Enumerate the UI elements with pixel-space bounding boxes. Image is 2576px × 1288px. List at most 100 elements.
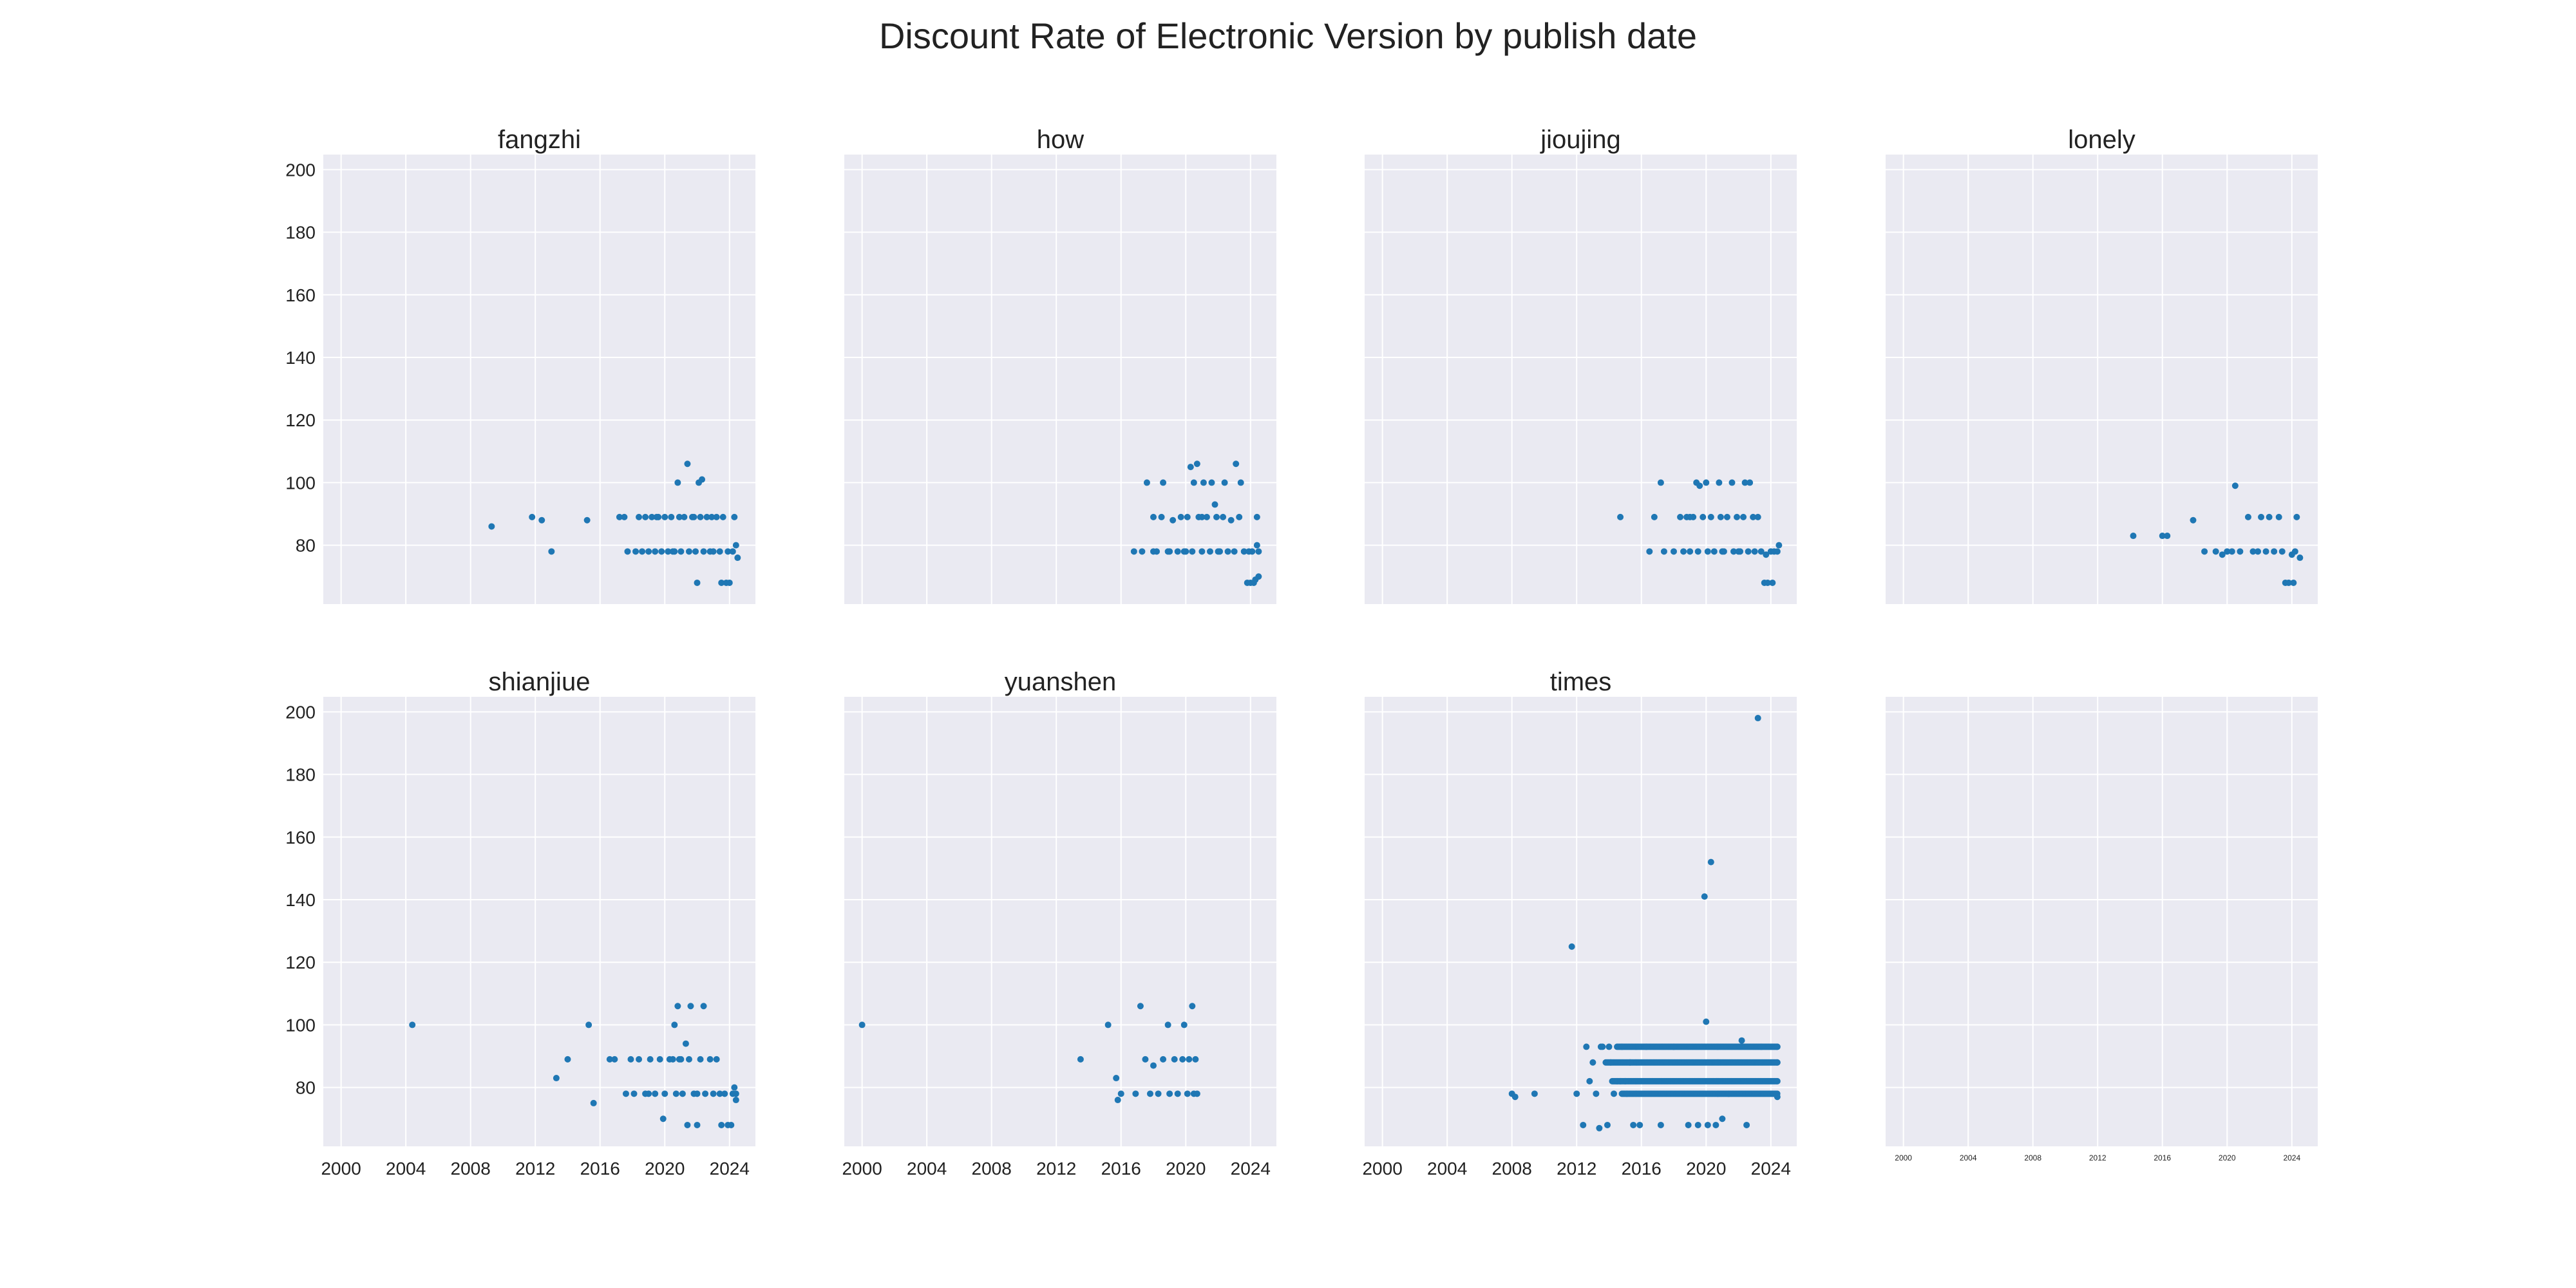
data-point (726, 579, 733, 586)
x-tick-label: 2012 (1036, 1159, 1076, 1179)
subplot-title: times (1550, 668, 1612, 696)
data-point (627, 1056, 634, 1063)
y-tick-label: 140 (285, 890, 316, 910)
data-point (1701, 893, 1708, 900)
data-point (713, 1056, 720, 1063)
data-point (622, 1090, 629, 1097)
x-tick-label: 2012 (2089, 1153, 2107, 1162)
data-point (1716, 479, 1723, 486)
data-point (1211, 501, 1218, 508)
data-point (636, 513, 643, 520)
data-point (1757, 548, 1765, 555)
data-point (2266, 513, 2273, 520)
data-point (553, 1075, 560, 1082)
data-point (1685, 1121, 1692, 1128)
data-point (624, 548, 631, 555)
data-point (2255, 548, 2262, 555)
data-point (630, 1090, 638, 1097)
data-point (590, 1099, 597, 1106)
data-point (2293, 513, 2300, 520)
data-point (649, 513, 656, 520)
data-point (1735, 548, 1742, 555)
data-point (2271, 548, 2278, 555)
data-point (1220, 513, 1227, 520)
data-point (1707, 858, 1714, 866)
data-point (1751, 548, 1758, 555)
data-point (1605, 1043, 1613, 1050)
subplot-title: fangzhi (498, 126, 581, 154)
data-point (2219, 551, 2226, 558)
y-tick-label: 160 (285, 828, 316, 848)
data-point (652, 548, 659, 555)
plot-area (323, 155, 755, 604)
data-point (1568, 943, 1575, 950)
subplot-lonely: lonely (1886, 126, 2318, 604)
data-point (2285, 579, 2292, 586)
data-point (1671, 548, 1678, 555)
data-point (716, 1090, 723, 1097)
x-tick-label: 2016 (580, 1159, 620, 1179)
data-point (1143, 479, 1150, 486)
data-point (1774, 548, 1781, 555)
data-point (653, 513, 660, 520)
data-point (1193, 460, 1200, 468)
data-point (1687, 548, 1694, 555)
data-point (647, 1056, 654, 1063)
data-point (1160, 1056, 1167, 1063)
data-point (692, 548, 699, 555)
data-point (1193, 1090, 1200, 1097)
data-point (1747, 479, 1754, 486)
data-point (732, 542, 739, 549)
data-point (1776, 542, 1783, 549)
data-point (1657, 479, 1664, 486)
data-point (1213, 513, 1220, 520)
x-tick-label: 2008 (972, 1159, 1012, 1179)
data-point (1164, 1021, 1171, 1028)
data-point (1158, 513, 1165, 520)
data-point (1596, 1124, 1603, 1132)
data-point (1769, 579, 1776, 586)
data-point (642, 513, 649, 520)
x-tick-label: 2016 (1622, 1159, 1662, 1179)
subplot-title: yuanshen (1005, 668, 1116, 696)
data-point (2237, 548, 2244, 555)
data-point (1719, 1115, 1726, 1122)
data-point (710, 548, 717, 555)
data-point (1687, 513, 1694, 520)
data-point (616, 513, 623, 520)
data-point (685, 548, 692, 555)
data-point (708, 513, 715, 520)
data-point (1730, 548, 1737, 555)
data-point (731, 513, 738, 520)
x-tick-label: 2000 (842, 1159, 882, 1179)
data-point (1184, 1090, 1191, 1097)
data-point (2164, 533, 2171, 540)
data-point (1224, 548, 1231, 555)
data-point (661, 1090, 668, 1097)
data-point (718, 1121, 725, 1128)
subplot-title: shianjiue (489, 668, 591, 696)
data-point (2291, 548, 2298, 555)
plot-area (844, 697, 1276, 1146)
data-point (538, 516, 545, 524)
data-point (1607, 1059, 1614, 1066)
subplot-shianjiue: shianjiue 80 100 120 140 160 180 200 2000 2004 200… (285, 668, 755, 1179)
plot-area (323, 697, 755, 1146)
data-point (1208, 479, 1215, 486)
data-point (606, 1056, 613, 1063)
data-point (661, 513, 668, 520)
data-point (529, 513, 536, 520)
data-point (1150, 513, 1157, 520)
data-point (1166, 548, 1173, 555)
y-tick-label: 100 (285, 473, 316, 493)
data-point (1646, 548, 1653, 555)
data-point (1117, 1090, 1124, 1097)
data-point (1712, 1121, 1719, 1128)
data-point (1734, 513, 1741, 520)
subplot-title: lonely (2068, 126, 2136, 154)
data-point (1236, 513, 1243, 520)
y-tick-label: 120 (285, 952, 316, 972)
x-tick-label: 2004 (1960, 1153, 1977, 1162)
data-point (1774, 1094, 1781, 1101)
data-point (668, 513, 675, 520)
